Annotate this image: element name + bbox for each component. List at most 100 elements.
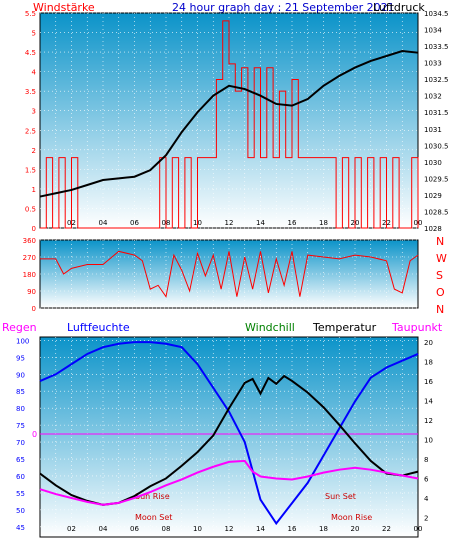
annotation-sun-set: Sun Set: [325, 492, 356, 501]
y-tick-label-humidity: 60: [16, 473, 25, 481]
y-tick-label-humidity: 100: [16, 337, 29, 345]
x-tick-label: 22: [382, 525, 391, 533]
series-dewpoint: [39, 459, 419, 506]
annotation-moon-set: Moon Set: [135, 513, 172, 522]
x-tick-label: 14: [256, 525, 265, 533]
y-tick-label-direction: 90: [27, 288, 36, 296]
x-tick-label: 18: [319, 219, 328, 227]
y-tick-label-wind: 3.5: [25, 88, 36, 96]
y-tick-label-wind: 2.5: [25, 127, 36, 135]
y-tick-label-humidity: 65: [16, 456, 25, 464]
chart-title: 24 hour graph day : 21 September 2021: [172, 1, 395, 14]
x-tick-label: 04: [99, 525, 108, 533]
y-tick-label-wind: 0.5: [25, 205, 36, 213]
rain-axis-label: 0: [32, 430, 37, 439]
y-tick-label-temperature: 6: [424, 475, 429, 483]
y-tick-label-pressure: 1032: [424, 93, 442, 101]
y-tick-label-humidity: 70: [16, 439, 25, 447]
header-left-label: Windstärke: [33, 1, 95, 14]
compass-label: N: [436, 303, 444, 316]
y-tick-label-pressure: 1029: [424, 192, 442, 200]
series-wind-speed: [40, 20, 419, 229]
x-tick-label: 06: [130, 525, 139, 533]
x-tick-label: 02: [67, 525, 76, 533]
x-tick-label: 08: [162, 219, 171, 227]
y-tick-label-wind: 1: [32, 186, 36, 194]
legend-dewpoint: Taupunkt: [391, 321, 443, 334]
y-tick-label-humidity: 75: [16, 422, 25, 430]
x-tick-label: 10: [193, 525, 202, 533]
annotation-moon-rise: Moon Rise: [331, 513, 372, 522]
x-tick-label: 08: [162, 525, 171, 533]
y-tick-label-wind: 0: [32, 225, 36, 233]
compass-label: W: [436, 252, 447, 265]
x-tick-label: 02: [67, 219, 76, 227]
legend-humidity: Luftfeuchte: [67, 321, 130, 334]
y-tick-label-temperature: 20: [424, 339, 433, 347]
y-tick-label-wind: 4.5: [25, 49, 36, 57]
y-tick-label-wind: 5: [32, 30, 36, 38]
y-tick-label-temperature: 2: [424, 514, 428, 522]
y-tick-label-humidity: 55: [16, 490, 25, 498]
y-tick-label-direction: 0: [32, 305, 36, 313]
y-tick-label-pressure: 1034.5: [424, 10, 449, 18]
y-tick-label-pressure: 1032.5: [424, 76, 449, 84]
y-tick-label-direction: 180: [23, 271, 36, 279]
y-tick-label-wind: 4: [32, 69, 37, 77]
legend-windchill: Windchill: [245, 321, 295, 334]
x-tick-label: 12: [225, 219, 234, 227]
y-tick-label-temperature: 4: [424, 495, 429, 503]
y-tick-label-temperature: 18: [424, 358, 433, 366]
x-tick-label: 10: [193, 219, 202, 227]
y-tick-label-pressure: 1030: [424, 159, 442, 167]
y-tick-label-temperature: 12: [424, 417, 433, 425]
y-tick-label-pressure: 1030.5: [424, 142, 449, 150]
x-tick-label: 16: [288, 219, 297, 227]
x-tick-label: 06: [130, 219, 139, 227]
y-tick-label-humidity: 80: [16, 405, 25, 413]
header-right-label: Luftdruck: [373, 1, 425, 14]
y-tick-label-humidity: 45: [16, 524, 25, 532]
x-tick-label: 04: [99, 219, 108, 227]
y-tick-label-pressure: 1028.5: [424, 208, 449, 216]
y-tick-label-humidity: 95: [16, 354, 25, 362]
y-tick-label-humidity: 85: [16, 388, 25, 396]
x-tick-label: 12: [225, 525, 234, 533]
x-tick-label: 16: [288, 525, 297, 533]
y-tick-label-pressure: 1033: [424, 60, 442, 68]
x-tick-label: 20: [351, 219, 360, 227]
y-tick-label-wind: 2: [32, 147, 36, 155]
annotation-sun-rise: Sun Rise: [135, 492, 170, 501]
compass-label: O: [436, 286, 445, 299]
series-humidity: [39, 341, 419, 526]
y-tick-label-temperature: 10: [424, 436, 433, 444]
compass-label: N: [436, 235, 444, 248]
x-tick-label: 22: [382, 219, 391, 227]
x-tick-label: 00: [414, 525, 423, 533]
y-tick-label-pressure: 1029.5: [424, 175, 449, 183]
compass-label: S: [436, 269, 443, 282]
y-tick-label-humidity: 50: [16, 507, 25, 515]
y-tick-label-pressure: 1031.5: [424, 109, 449, 117]
y-tick-label-humidity: 90: [16, 371, 25, 379]
y-tick-label-wind: 1.5: [25, 166, 36, 174]
y-tick-label-pressure: 1028: [424, 225, 442, 233]
series-wind-direction: [40, 250, 419, 298]
x-tick-label: 18: [319, 525, 328, 533]
x-tick-label: 20: [351, 525, 360, 533]
y-tick-label-direction: 360: [23, 237, 36, 245]
x-tick-label: 00: [414, 219, 423, 227]
y-tick-label-direction: 270: [23, 254, 36, 262]
y-tick-label-wind: 5.5: [25, 10, 36, 18]
legend-temperature: Temperatur: [312, 321, 377, 334]
x-tick-label: 14: [256, 219, 265, 227]
y-tick-label-temperature: 8: [424, 456, 428, 464]
y-tick-label-pressure: 1034: [424, 27, 442, 35]
series-air-pressure: [39, 50, 419, 198]
y-tick-label-pressure: 1031: [424, 126, 442, 134]
y-tick-label-temperature: 16: [424, 378, 433, 386]
y-tick-label-pressure: 1033.5: [424, 43, 449, 51]
legend-rain: Regen: [2, 321, 37, 334]
